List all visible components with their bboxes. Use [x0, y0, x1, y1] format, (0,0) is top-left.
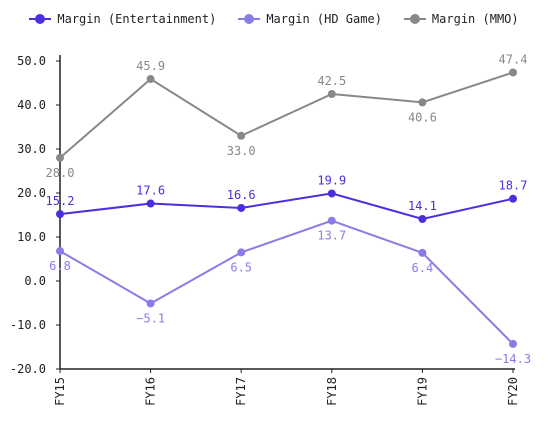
data-point — [327, 90, 336, 98]
data-point — [56, 210, 64, 219]
y-tick-label: 30.0 — [17, 142, 46, 156]
data-point — [237, 131, 246, 140]
data-label: 16.6 — [227, 188, 256, 202]
data-label: 40.6 — [408, 110, 437, 124]
legend: Margin (Entertainment) Margin (HD Game) … — [0, 12, 548, 26]
legend-item-entertainment: Margin (Entertainment) — [29, 12, 216, 26]
data-point — [146, 199, 155, 208]
data-point — [509, 194, 517, 203]
y-tick-label: 20.0 — [17, 186, 46, 200]
data-point — [327, 189, 336, 198]
data-label: 47.4 — [499, 52, 528, 66]
y-tick-label: 0.0 — [24, 274, 46, 288]
data-label: 19.9 — [317, 173, 346, 187]
data-label: 42.5 — [317, 74, 346, 88]
data-point — [237, 248, 246, 257]
data-label: 13.7 — [317, 229, 346, 243]
data-label: 17.6 — [136, 184, 165, 198]
data-label: 45.9 — [136, 59, 165, 73]
series-line — [59, 219, 514, 345]
legend-label-entertainment: Margin (Entertainment) — [57, 12, 217, 26]
data-point — [418, 214, 427, 223]
data-point — [509, 339, 517, 348]
data-point — [237, 203, 246, 212]
data-label: 14.1 — [408, 199, 437, 213]
data-point — [56, 153, 64, 162]
x-tick-label: FY18 — [325, 377, 339, 406]
series-line — [59, 192, 514, 220]
legend-marker-mmo — [403, 14, 426, 24]
data-label: 6.4 — [412, 261, 434, 275]
data-label: 33.0 — [227, 144, 256, 158]
y-tick-label: 50.0 — [17, 54, 46, 68]
data-label: −14.3 — [495, 352, 531, 366]
legend-item-hd-game: Margin (HD Game) — [238, 12, 382, 26]
data-point — [509, 68, 517, 77]
data-point — [327, 216, 336, 225]
data-label: −5.1 — [136, 311, 165, 325]
data-label: 6.5 — [230, 260, 252, 274]
data-label: 18.7 — [499, 179, 528, 193]
x-tick-label: FY20 — [506, 377, 520, 406]
data-label: 15.2 — [46, 194, 75, 208]
legend-label-hd-game: Margin (HD Game) — [266, 12, 382, 26]
data-label: 6.8 — [49, 259, 71, 273]
data-label: 28.0 — [46, 166, 75, 180]
data-point — [418, 98, 427, 107]
legend-item-mmo: Margin (MMO) — [403, 12, 519, 26]
data-point — [146, 75, 155, 84]
y-tick-label: 10.0 — [17, 230, 46, 244]
x-tick-label: FY16 — [144, 377, 158, 406]
y-tick-label: 40.0 — [17, 98, 46, 112]
x-tick-label: FY17 — [234, 377, 248, 406]
legend-label-mmo: Margin (MMO) — [431, 12, 519, 26]
data-point — [146, 299, 155, 308]
y-tick-label: -10.0 — [10, 318, 46, 332]
x-tick-label: FY19 — [415, 377, 429, 406]
x-tick-label: FY15 — [53, 377, 67, 406]
data-point — [56, 247, 64, 256]
legend-marker-hd-game — [238, 14, 261, 24]
data-point — [418, 248, 427, 257]
legend-marker-entertainment — [29, 14, 52, 24]
series-line — [59, 71, 514, 159]
y-tick-label: -20.0 — [10, 362, 46, 376]
